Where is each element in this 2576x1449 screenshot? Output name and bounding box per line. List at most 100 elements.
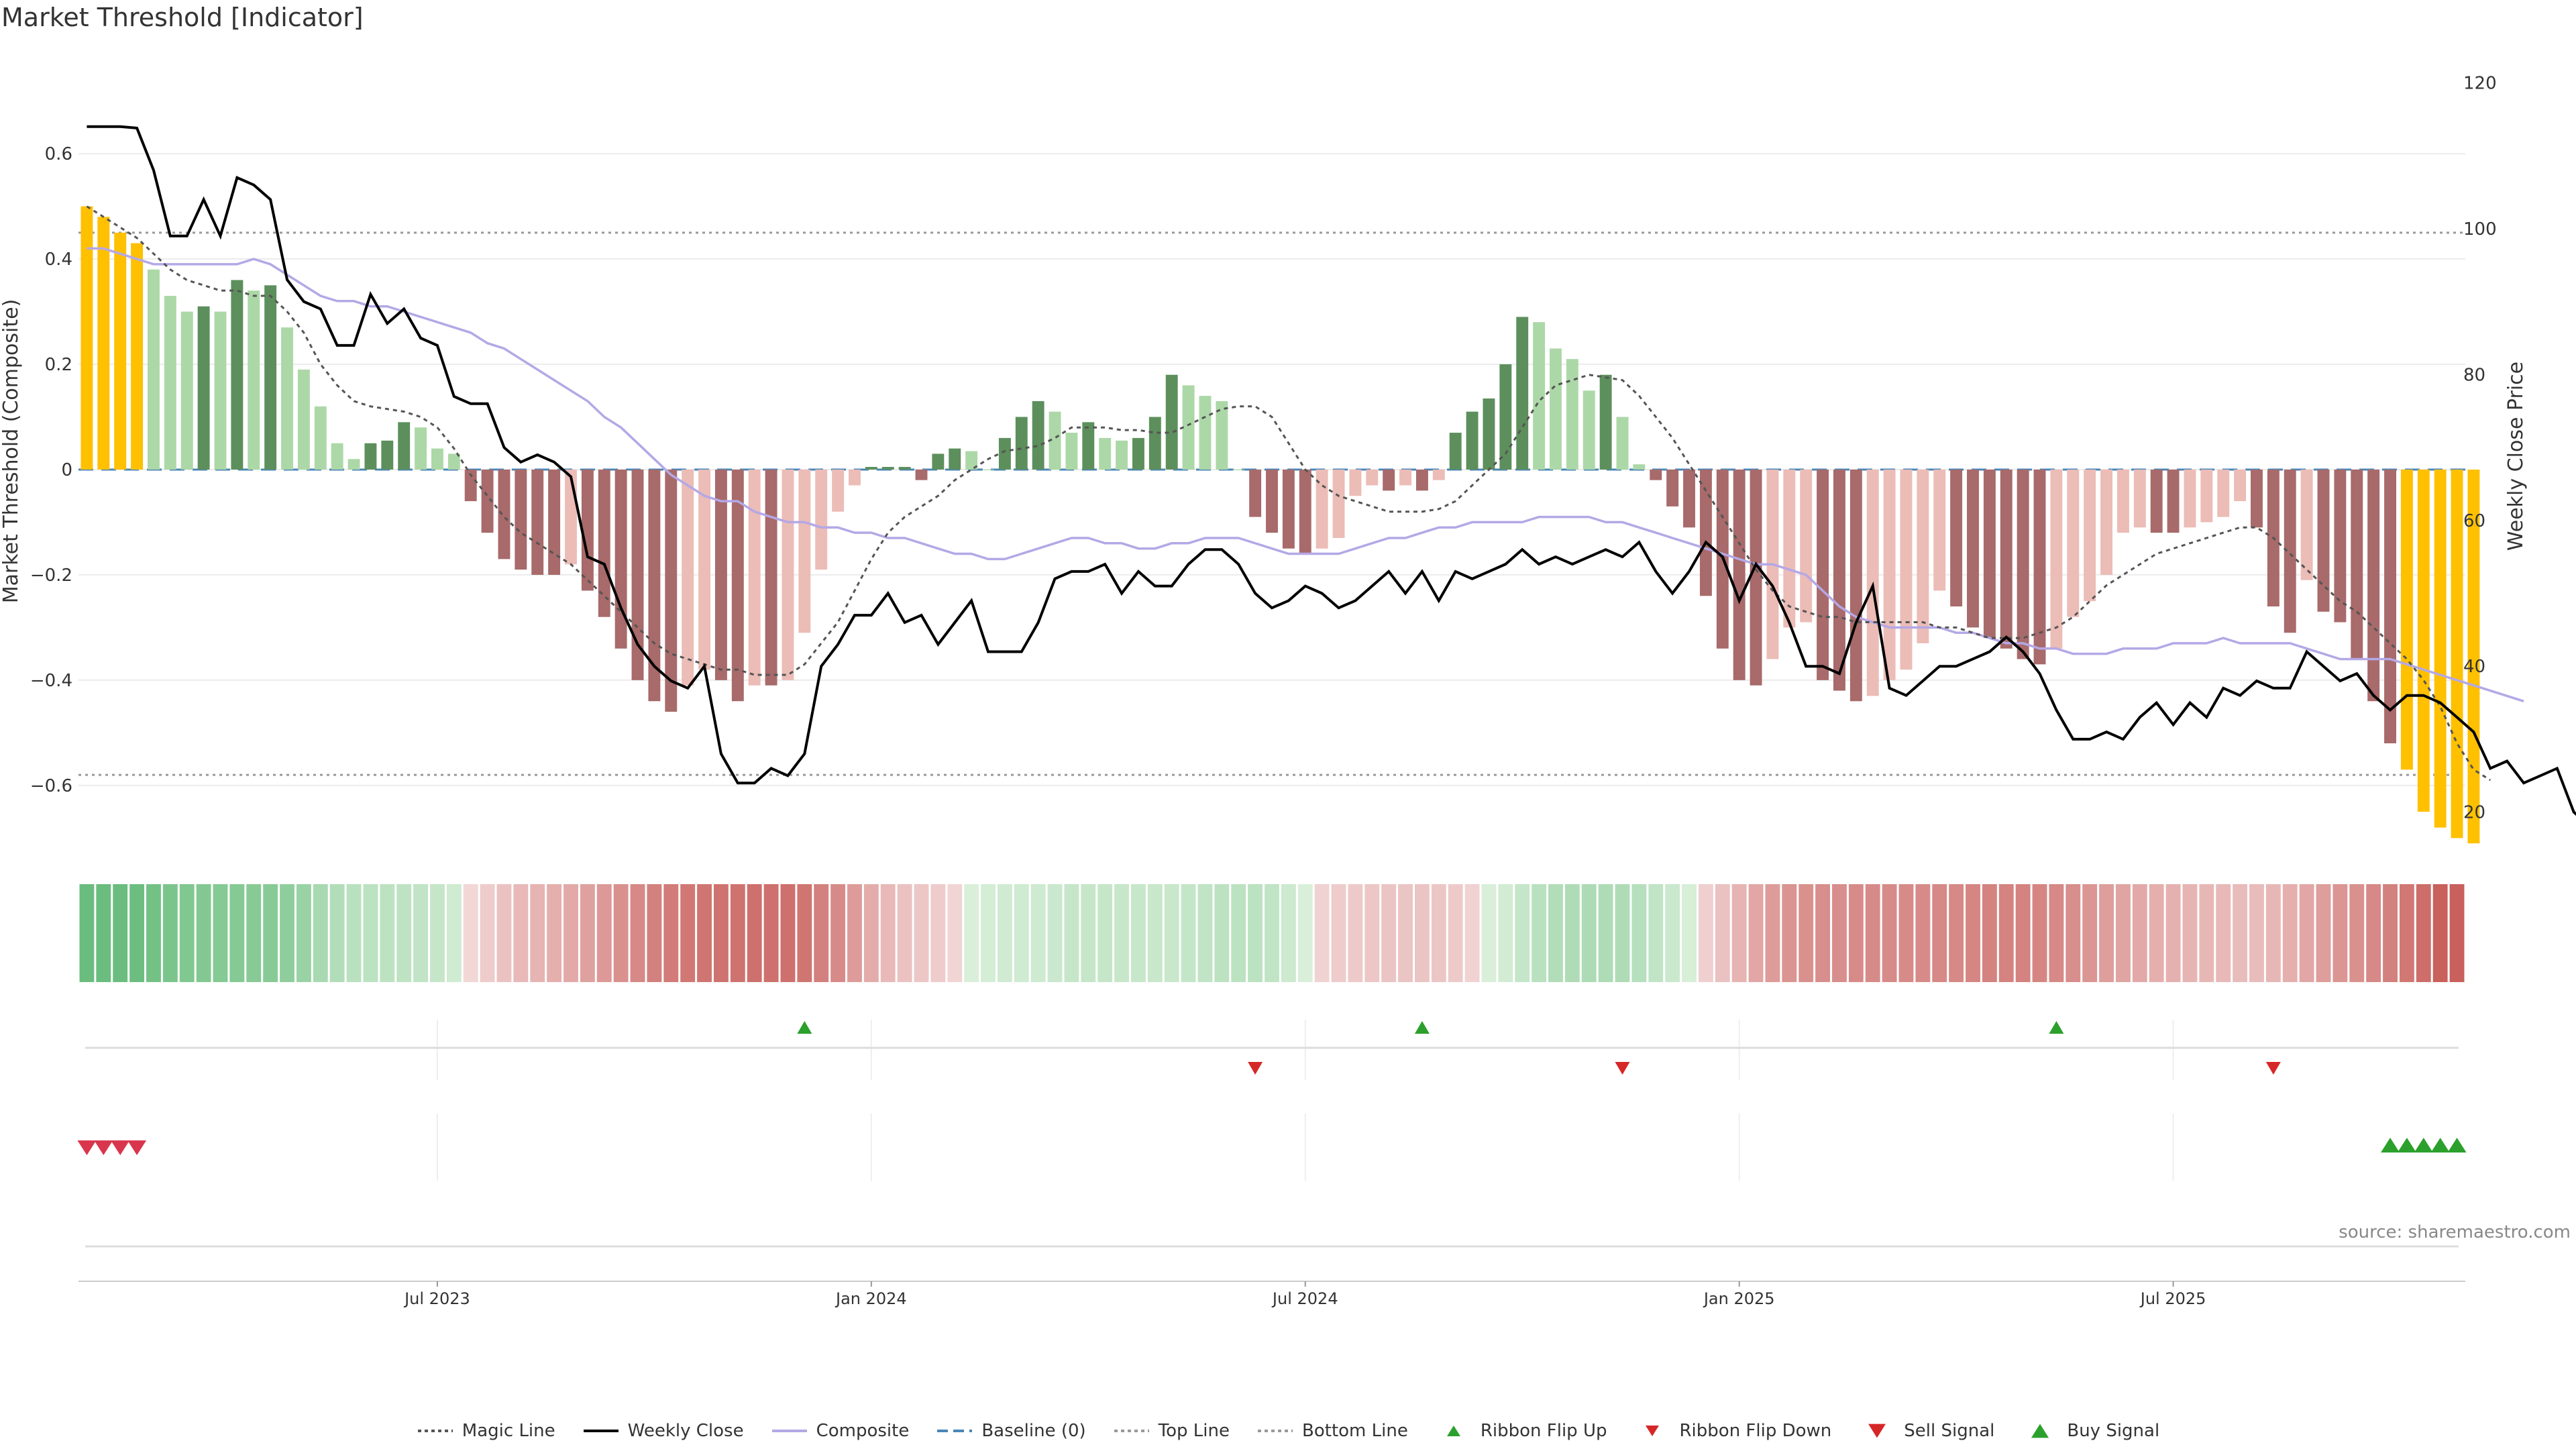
source-label: source: sharemaestro.com bbox=[2339, 1222, 2571, 1242]
composite-bar bbox=[782, 469, 794, 680]
ribbon-cell bbox=[496, 884, 512, 982]
composite-bar bbox=[1148, 417, 1161, 470]
ribbon-cell bbox=[1966, 884, 1980, 982]
left-tick-label: 0.4 bbox=[45, 250, 72, 270]
composite-bar bbox=[765, 469, 777, 686]
right-tick-label: 100 bbox=[2463, 219, 2497, 239]
ribbon-cell bbox=[2249, 884, 2264, 982]
composite-bar bbox=[2084, 469, 2096, 602]
ribbon-cell bbox=[1665, 884, 1680, 982]
composite-bar bbox=[1582, 390, 1595, 470]
ribbon-cell bbox=[580, 884, 595, 982]
ribbon-cell bbox=[1364, 884, 1380, 982]
ribbon-cell bbox=[1782, 884, 1797, 982]
ribbon-cell bbox=[730, 884, 745, 982]
sell-signal-marker bbox=[127, 1140, 147, 1155]
ribbon-cell bbox=[2082, 884, 2098, 982]
ribbon-cell bbox=[363, 884, 378, 982]
composite-bar bbox=[347, 459, 360, 470]
composite-bar bbox=[314, 406, 327, 470]
legend-item: Buy Signal bbox=[2021, 1421, 2159, 1441]
ribbon-cell bbox=[780, 884, 796, 982]
ribbon-cell bbox=[830, 884, 846, 982]
ribbon-cell bbox=[1297, 884, 1313, 982]
composite-bar bbox=[2200, 469, 2213, 523]
ribbon-cell bbox=[1799, 884, 1814, 982]
legend-item: Ribbon Flip Up bbox=[1435, 1421, 1607, 1441]
ribbon-cell bbox=[246, 884, 262, 982]
left-tick-label: −0.6 bbox=[30, 776, 72, 796]
composite-bar bbox=[881, 467, 894, 470]
ribbon-flip-up-marker bbox=[2049, 1021, 2064, 1034]
ribbon-cell bbox=[1815, 884, 1831, 982]
composite-bar bbox=[1883, 469, 1896, 680]
composite-bar bbox=[698, 469, 710, 670]
legend-label: Top Line bbox=[1158, 1421, 1230, 1441]
ribbon-cell bbox=[2316, 884, 2331, 982]
composite-bar bbox=[131, 243, 144, 470]
signal-panels bbox=[77, 1020, 2467, 1248]
legend-item: Baseline (0) bbox=[936, 1421, 1086, 1441]
legend-item: Top Line bbox=[1113, 1421, 1230, 1441]
ribbon-cell bbox=[2099, 884, 2114, 982]
ribbon-cell bbox=[1532, 884, 1547, 982]
ribbon-cell bbox=[1848, 884, 1864, 982]
composite-bar bbox=[682, 469, 694, 686]
composite-bar bbox=[2400, 469, 2413, 770]
legend-item: Bottom Line bbox=[1256, 1421, 1408, 1441]
composite-bar bbox=[1967, 469, 1979, 628]
composite-bar bbox=[114, 232, 127, 470]
composite-bar bbox=[80, 206, 93, 470]
ribbon-cell bbox=[1515, 884, 1530, 982]
right-tick-label: 60 bbox=[2463, 511, 2485, 531]
ribbon-cell bbox=[530, 884, 545, 982]
ribbon-cell bbox=[1314, 884, 1330, 982]
composite-bar bbox=[915, 469, 928, 480]
legend-label: Sell Signal bbox=[1904, 1421, 1995, 1441]
composite-bar bbox=[1316, 469, 1328, 549]
legend-swatch bbox=[1446, 1426, 1460, 1436]
legend-label: Ribbon Flip Down bbox=[1679, 1421, 1832, 1441]
ribbon-cell bbox=[547, 884, 562, 982]
ribbon-flip-up-marker bbox=[1414, 1021, 1430, 1034]
composite-bar bbox=[1332, 469, 1345, 538]
composite-bar bbox=[565, 469, 577, 565]
x-tick-label: Jan 2024 bbox=[835, 1289, 907, 1308]
ribbon-cell bbox=[1682, 884, 1697, 982]
composite-bar bbox=[1950, 469, 1963, 607]
ribbon-cell bbox=[814, 884, 829, 982]
composite-bar bbox=[1466, 411, 1479, 470]
ribbon-cell bbox=[1047, 884, 1063, 982]
ribbon-cell bbox=[1081, 884, 1096, 982]
composite-bar bbox=[2467, 469, 2480, 844]
ribbon-cell bbox=[2383, 884, 2398, 982]
composite-bar bbox=[164, 295, 176, 470]
composite-bar bbox=[415, 427, 427, 470]
composite-bar bbox=[1432, 469, 1445, 480]
x-tick-label: Jul 2024 bbox=[1271, 1289, 1338, 1308]
composite-bar bbox=[381, 440, 394, 470]
ribbon-cell bbox=[1381, 884, 1397, 982]
ribbon-cell bbox=[1832, 884, 1847, 982]
axes: 0.6 0.4 0.2 0 −0.2 −0.4 −0.6 Market Threshold (… bbox=[0, 73, 2528, 822]
ribbon-cell bbox=[613, 884, 629, 982]
composite-bar bbox=[832, 469, 845, 512]
buy-signal-marker bbox=[2447, 1138, 2467, 1152]
ribbon-cell bbox=[1865, 884, 1880, 982]
legend-item: Sell Signal bbox=[1858, 1421, 1994, 1441]
ribbon-cell bbox=[1731, 884, 1747, 982]
composite-bar bbox=[614, 469, 627, 649]
composite-bar bbox=[815, 469, 828, 570]
ribbon-cell bbox=[179, 884, 195, 982]
composite-bar bbox=[998, 437, 1011, 470]
buy-signal-marker bbox=[2414, 1138, 2433, 1152]
ribbon-cell bbox=[747, 884, 762, 982]
composite-bar bbox=[180, 311, 193, 470]
composite-bar bbox=[1266, 469, 1278, 533]
composite-bar bbox=[2234, 469, 2247, 502]
composite-bar bbox=[1015, 417, 1028, 470]
sell-signal-marker bbox=[94, 1140, 113, 1155]
legend-label: Magic Line bbox=[462, 1421, 555, 1441]
composite-bar bbox=[1666, 469, 1679, 506]
